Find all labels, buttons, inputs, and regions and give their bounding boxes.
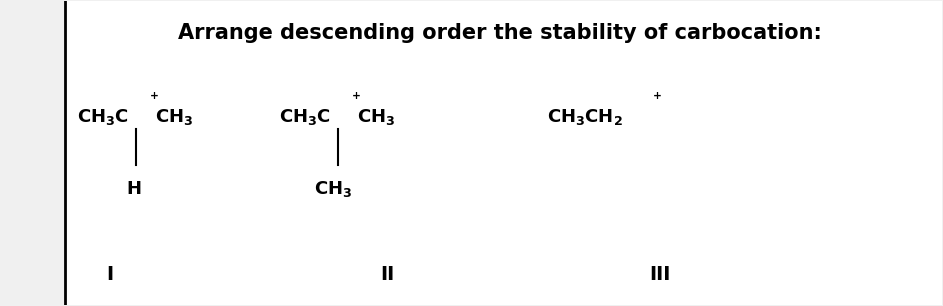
Text: $\mathbf{H}$: $\mathbf{H}$ — [126, 180, 141, 198]
Text: $\mathbf{CH_3CH_2}$: $\mathbf{CH_3CH_2}$ — [547, 106, 622, 127]
Text: $\mathbf{CH_3C}$: $\mathbf{CH_3C}$ — [279, 106, 331, 127]
Text: $\mathbf{CH_3}$: $\mathbf{CH_3}$ — [356, 106, 395, 127]
Text: $\mathbf{^+}$: $\mathbf{^+}$ — [349, 91, 361, 106]
Text: $\mathbf{CH_3}$: $\mathbf{CH_3}$ — [314, 179, 353, 200]
Text: III: III — [649, 265, 670, 284]
Text: $\mathbf{CH_3C}$: $\mathbf{CH_3C}$ — [76, 106, 128, 127]
Text: I: I — [106, 265, 113, 284]
Text: II: II — [380, 265, 394, 284]
FancyBboxPatch shape — [65, 2, 942, 304]
Text: $\mathbf{CH_3}$: $\mathbf{CH_3}$ — [155, 106, 193, 127]
Text: $\mathbf{^+}$: $\mathbf{^+}$ — [650, 91, 662, 106]
Text: $\mathbf{^+}$: $\mathbf{^+}$ — [147, 91, 159, 106]
Text: Arrange descending order the stability of carbocation:: Arrange descending order the stability o… — [178, 23, 821, 43]
